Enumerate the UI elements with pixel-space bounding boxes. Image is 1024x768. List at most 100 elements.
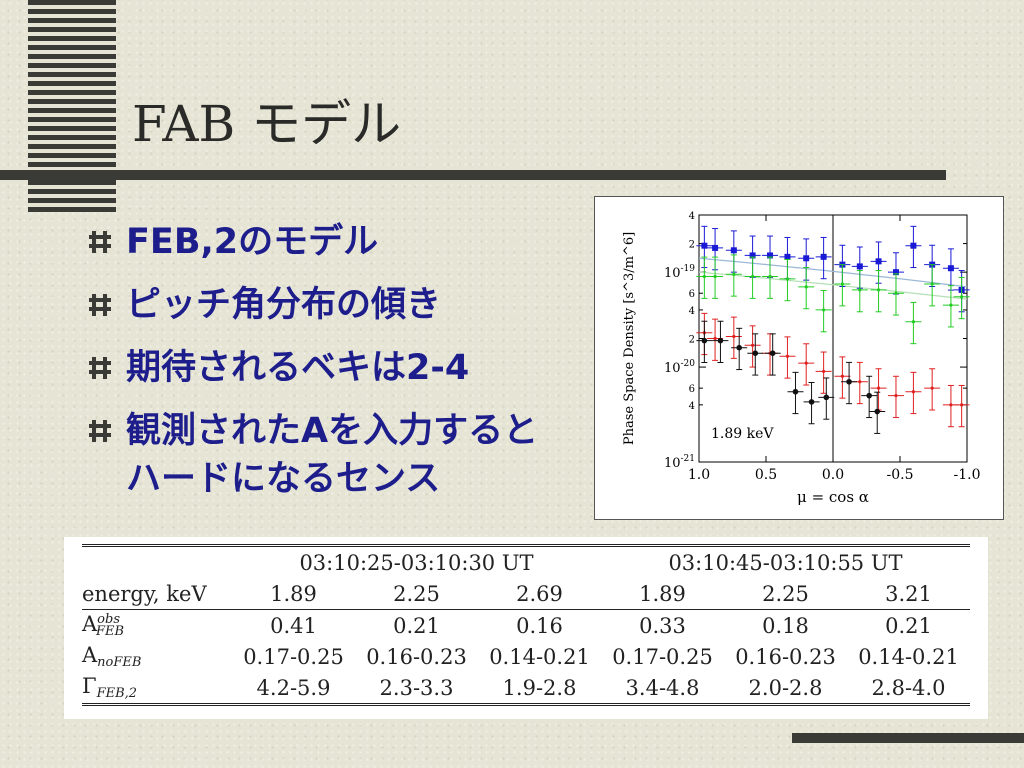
- data-point: [717, 337, 724, 344]
- bullet-item: 期待されるベキは2-4: [88, 344, 593, 392]
- decorative-stripes: [28, 0, 116, 212]
- row-label: AobsFEB: [82, 612, 125, 639]
- y-minor-label: 4: [689, 211, 695, 222]
- data-point: [892, 269, 899, 276]
- table-cell: 0.17-0.25: [612, 644, 713, 669]
- table-cell: 0.14-0.21: [858, 644, 959, 669]
- x-axis-label: μ = cos α: [797, 488, 869, 506]
- table-cell: 1.89: [232, 578, 355, 610]
- data-point: [785, 354, 790, 358]
- group-header: 03:10:45-03:10:55 UT: [601, 544, 970, 578]
- data-point: [792, 388, 799, 395]
- square-hash-icon: [89, 420, 111, 442]
- table-cell: 1.89: [601, 578, 724, 610]
- table-cell: 2.8-4.0: [847, 672, 970, 706]
- data-point: [930, 282, 934, 286]
- y-minor-label: 6: [689, 289, 695, 300]
- data-point: [804, 285, 808, 289]
- square-hash-icon: [89, 357, 111, 379]
- x-tick-label: -1.0: [954, 467, 981, 483]
- data-point: [768, 274, 772, 279]
- y-axis-label: Phase Space Density [s^3/m^6]: [622, 232, 637, 445]
- table-cell: 0.17-0.25: [243, 644, 344, 669]
- table-cell: 0.21: [885, 613, 932, 638]
- data-point: [960, 403, 964, 407]
- pitch-angle-figure: 10-19 10-20 10-21 4 2 6 4 2 6 4 1.0 0.5 0.0 -0.5 -1.0 μ…: [594, 196, 1004, 520]
- footer-rule: [792, 733, 1024, 743]
- data-point: [803, 255, 810, 262]
- x-tick-label: 0.5: [755, 467, 777, 483]
- data-point: [876, 288, 881, 292]
- data-point: [822, 369, 826, 374]
- data-point: [767, 252, 774, 259]
- data-point: [910, 242, 917, 249]
- parameter-table-panel: 03:10:25-03:10:30 UT 03:10:45-03:10:55 U…: [64, 537, 988, 719]
- data-point: [858, 288, 862, 292]
- row-label: AnoFEB: [82, 643, 142, 670]
- x-tick-label: -0.5: [887, 467, 914, 483]
- bullet-item: ピッチ角分布の傾き: [88, 281, 593, 329]
- bullet-text: FEB,2のモデル: [126, 222, 379, 262]
- group-header: 03:10:25-03:10:30 UT: [232, 544, 601, 578]
- y-tick-label: 10-19: [664, 264, 695, 281]
- bullet-item: 観測されたAを入力すると ハードになるセンス: [88, 407, 593, 503]
- y-minor-label: 4: [689, 306, 695, 317]
- data-point: [858, 380, 862, 384]
- table-cell: 2.25: [355, 578, 478, 610]
- title-rule: [0, 170, 946, 180]
- y-minor-label: 2: [689, 240, 695, 251]
- square-hash-icon: [89, 231, 111, 253]
- table-cell: 0.16-0.23: [735, 644, 836, 669]
- data-point: [751, 274, 755, 279]
- data-point: [784, 253, 791, 260]
- data-point: [736, 344, 742, 351]
- data-point: [769, 350, 776, 357]
- data-point: [840, 374, 844, 378]
- data-point: [732, 272, 736, 276]
- square-hash-icon: [89, 294, 111, 316]
- x-tick-label: 1.0: [688, 467, 710, 483]
- data-point: [840, 282, 844, 286]
- data-point: [846, 378, 852, 385]
- table-cell: 0.33: [639, 613, 686, 638]
- data-point: [730, 247, 737, 254]
- data-point: [930, 386, 934, 390]
- row-label: ΓFEB,2: [82, 672, 232, 706]
- data-point: [712, 244, 719, 251]
- y-minor-label: 6: [689, 384, 695, 395]
- data-point: [823, 394, 830, 401]
- bullet-text: 期待されるベキは2-4: [126, 348, 470, 388]
- table-cell: 2.0-2.8: [724, 672, 847, 706]
- table-cell: 2.3-3.3: [355, 672, 478, 706]
- data-point: [960, 295, 964, 299]
- data-point: [822, 308, 826, 312]
- data-point: [911, 390, 915, 394]
- data-point: [894, 394, 898, 398]
- data-point: [713, 336, 717, 341]
- y-minor-label: 2: [689, 335, 695, 346]
- table-cell: 2.69: [478, 578, 601, 610]
- table-cell: 4.2-5.9: [232, 672, 355, 706]
- data-point: [752, 350, 759, 357]
- table-row: ΓFEB,2 4.2-5.9 2.3-3.3 1.9-2.8 3.4-4.8 2…: [82, 672, 970, 706]
- data-point: [947, 265, 954, 272]
- y-tick-label: 10-20: [664, 359, 695, 376]
- table-cell: 0.21: [393, 613, 440, 638]
- data-point: [874, 408, 881, 415]
- parameter-table: 03:10:25-03:10:30 UT 03:10:45-03:10:55 U…: [82, 544, 970, 706]
- table-cell: 1.9-2.8: [478, 672, 601, 706]
- data-point: [751, 343, 755, 347]
- data-point: [820, 253, 827, 260]
- table-cell: 3.21: [847, 578, 970, 610]
- bullet-item: FEB,2のモデル: [88, 218, 593, 266]
- data-point: [949, 303, 953, 307]
- data-point: [866, 392, 872, 399]
- y-minor-label: 4: [689, 401, 695, 412]
- data-point: [785, 277, 790, 281]
- data-point: [856, 263, 863, 270]
- data-point: [875, 258, 882, 265]
- table-cell: 0.41: [270, 613, 317, 638]
- data-point: [701, 242, 708, 249]
- table-cell: 0.16-0.23: [366, 644, 467, 669]
- x-tick-label: 0.0: [822, 467, 844, 483]
